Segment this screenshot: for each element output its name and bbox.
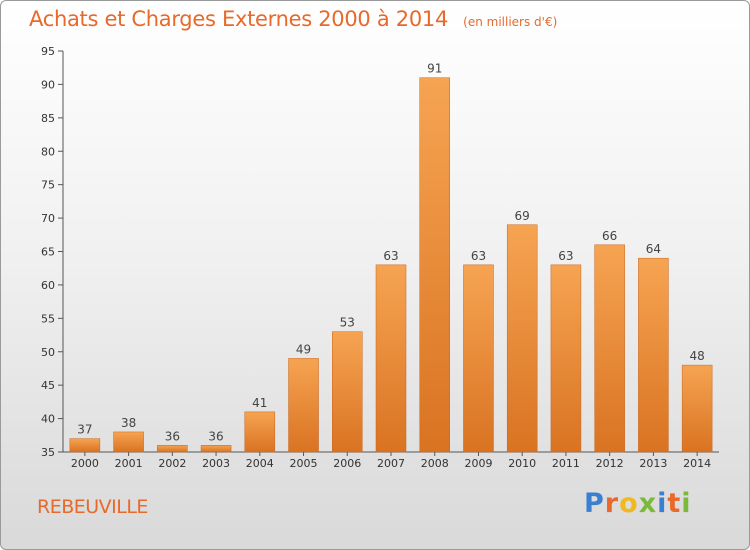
y-tick-label: 70 <box>41 212 55 225</box>
logo-letter: t <box>667 488 682 519</box>
logo-letter: r <box>604 488 620 519</box>
y-tick-label: 95 <box>41 45 55 58</box>
y-tick-label: 75 <box>41 179 55 192</box>
bar-2009 <box>463 264 494 453</box>
bar-2006 <box>332 331 363 453</box>
logo-letter: i <box>681 488 692 519</box>
bar-2013 <box>638 257 669 453</box>
y-tick-label: 80 <box>41 145 55 158</box>
logo-letter: i <box>657 488 668 519</box>
logo-letter: o <box>619 488 639 519</box>
x-tick-label: 2003 <box>202 457 230 470</box>
axis-layer: 35 40 45 50 55 60 65 70 75 80 85 90 95 <box>41 45 719 459</box>
bar-2007 <box>375 264 407 453</box>
bar-2010 <box>506 224 538 453</box>
value-label-2011: 63 <box>558 249 573 263</box>
x-tick-label: 2007 <box>377 457 405 470</box>
x-tick-label: 2014 <box>683 457 711 470</box>
logo-letter: P <box>584 488 605 519</box>
value-label-2005: 49 <box>296 342 311 356</box>
value-label-2000: 37 <box>77 423 92 437</box>
y-tick-label: 55 <box>41 312 55 325</box>
x-tick-label: 2011 <box>552 457 580 470</box>
bar-2000 <box>69 438 101 453</box>
bar-2014 <box>681 364 713 453</box>
x-tick-label: 2012 <box>596 457 624 470</box>
value-label-2007: 63 <box>383 249 398 263</box>
x-tick-label: 2008 <box>421 457 449 470</box>
title-block: Achats et Charges Externes 2000 à 2014 (… <box>29 7 557 31</box>
bar-2003 <box>200 445 232 453</box>
value-label-2002: 36 <box>165 429 180 443</box>
y-tick-label: 85 <box>41 112 55 125</box>
x-tick-label: 2000 <box>71 457 99 470</box>
y-tick-label: 60 <box>41 279 55 292</box>
x-tick-label: 2002 <box>158 457 186 470</box>
bar-layer <box>69 77 713 453</box>
y-tick-label: 35 <box>41 446 55 459</box>
chart-title: Achats et Charges Externes 2000 à 2014 <box>29 7 449 31</box>
chart-unit: (en milliers d'€) <box>463 15 558 29</box>
value-label-2014: 48 <box>689 349 704 363</box>
x-tick-label: 2001 <box>115 457 143 470</box>
x-tick-label: 2010 <box>508 457 536 470</box>
bar-2008 <box>419 77 450 453</box>
value-label-2004: 41 <box>252 396 267 410</box>
value-label-2010: 69 <box>515 209 530 223</box>
x-tick-label: 2013 <box>639 457 667 470</box>
x-tick-label: 2005 <box>290 457 318 470</box>
location-name: REBEUVILLE <box>37 496 148 518</box>
bar-2011 <box>550 264 582 453</box>
logo-letter: x <box>638 488 658 519</box>
y-tick-label: 50 <box>41 346 55 359</box>
proxiti-logo: Proxiti <box>584 488 692 519</box>
value-label-2008: 91 <box>427 62 442 76</box>
bar-2002 <box>157 445 188 453</box>
bar-2001 <box>113 431 144 453</box>
value-label-2006: 53 <box>340 316 355 330</box>
y-tick-label: 45 <box>41 379 55 392</box>
value-label-2003: 36 <box>208 429 223 443</box>
x-tick-label: 2004 <box>246 457 274 470</box>
value-label-2013: 64 <box>646 242 661 256</box>
bar-2012 <box>594 244 625 453</box>
value-label-2009: 63 <box>471 249 486 263</box>
value-label-2001: 38 <box>121 416 136 430</box>
y-tick-label: 65 <box>41 246 55 259</box>
bar-2004 <box>244 411 276 453</box>
x-tick-label: 2009 <box>464 457 492 470</box>
bar-2005 <box>288 358 319 453</box>
x-tick-label: 2006 <box>333 457 361 470</box>
label-layer: 2000 37 2001 38 2002 36 2003 36 2004 41 2005 49 2006… <box>71 62 711 470</box>
value-label-2012: 66 <box>602 229 617 243</box>
y-tick-label: 90 <box>41 78 55 91</box>
y-tick-label: 40 <box>41 413 55 426</box>
